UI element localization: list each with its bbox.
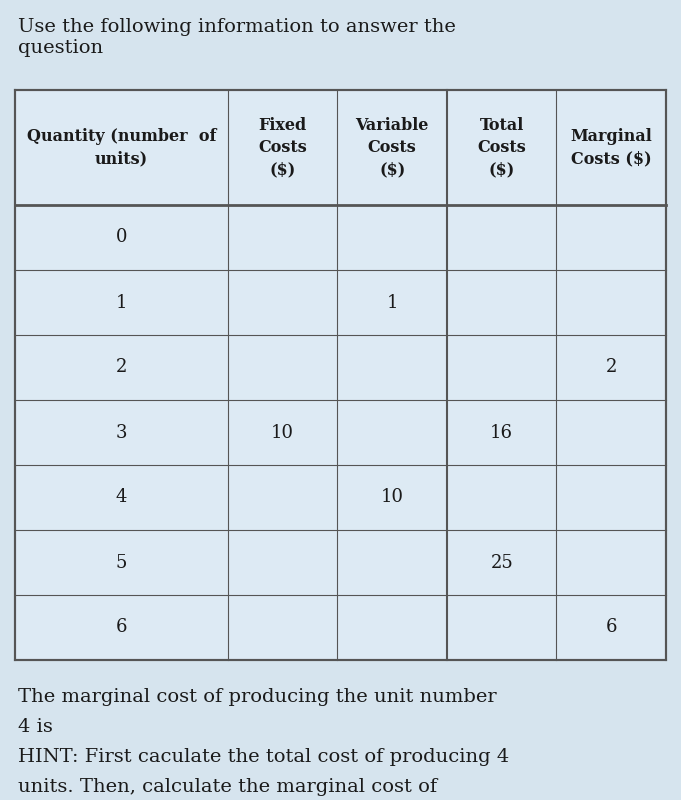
- Text: Quantity (number  of: Quantity (number of: [27, 128, 216, 145]
- Text: 4: 4: [116, 489, 127, 506]
- Text: 10: 10: [381, 489, 404, 506]
- Text: Use the following information to answer the
question: Use the following information to answer …: [18, 18, 456, 57]
- Text: 16: 16: [490, 423, 513, 442]
- Text: 10: 10: [271, 423, 294, 442]
- Text: 3: 3: [116, 423, 127, 442]
- Bar: [15, 90, 666, 660]
- Text: ($): ($): [379, 161, 405, 178]
- Text: units. Then, calculate the marginal cost of: units. Then, calculate the marginal cost…: [18, 778, 437, 796]
- Text: 1: 1: [386, 294, 398, 311]
- Text: ($): ($): [270, 161, 296, 178]
- Text: Costs: Costs: [477, 139, 526, 156]
- Text: units): units): [95, 150, 148, 167]
- Text: Total: Total: [479, 117, 524, 134]
- Text: HINT: First caculate the total cost of producing 4: HINT: First caculate the total cost of p…: [18, 748, 509, 766]
- Text: 25: 25: [490, 554, 513, 571]
- Text: The marginal cost of producing the unit number: The marginal cost of producing the unit …: [18, 688, 496, 706]
- Text: 4 is: 4 is: [18, 718, 53, 736]
- Text: Variable: Variable: [355, 117, 429, 134]
- Text: Costs ($): Costs ($): [571, 150, 652, 167]
- Text: 6: 6: [116, 618, 127, 637]
- Text: 6: 6: [605, 618, 617, 637]
- Text: Costs: Costs: [258, 139, 307, 156]
- Text: 2: 2: [116, 358, 127, 377]
- Text: 0: 0: [116, 229, 127, 246]
- Text: 2: 2: [605, 358, 617, 377]
- Text: 1: 1: [116, 294, 127, 311]
- Text: 5: 5: [116, 554, 127, 571]
- Text: ($): ($): [488, 161, 515, 178]
- Text: Fixed: Fixed: [259, 117, 307, 134]
- Text: Costs: Costs: [368, 139, 417, 156]
- Text: Marginal: Marginal: [571, 128, 652, 145]
